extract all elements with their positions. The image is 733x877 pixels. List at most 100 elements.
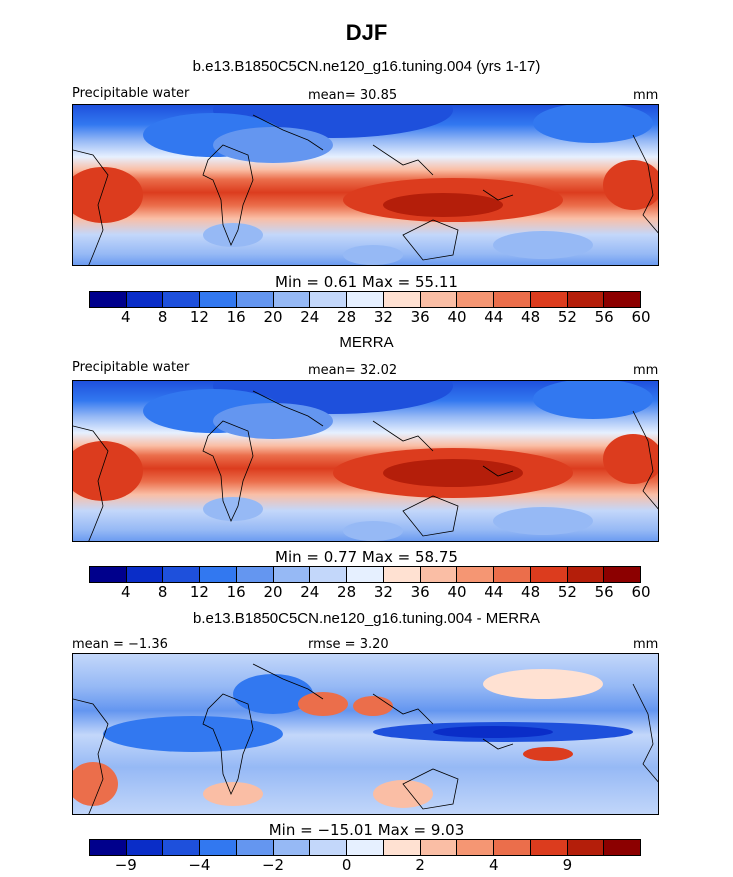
panel3-mean-label: mean = −1.36 bbox=[72, 637, 168, 652]
panel2-minmax: Min = 0.77 Max = 58.75 bbox=[275, 548, 458, 566]
panel2-variable-label: Precipitable water bbox=[72, 360, 190, 375]
colorbar-tick-label: 48 bbox=[521, 308, 541, 326]
colorbar-tick-label: 4 bbox=[489, 856, 499, 874]
colorbar-swatch bbox=[236, 840, 274, 855]
colorbar-swatch bbox=[90, 292, 127, 307]
colorbar-swatch bbox=[494, 840, 531, 855]
colorbar-tick-label: 60 bbox=[631, 308, 651, 326]
colorbar-tick-label: 36 bbox=[410, 308, 430, 326]
colorbar-swatch bbox=[420, 567, 458, 582]
colorbar-swatch bbox=[126, 840, 164, 855]
colorbar-tick-label: 28 bbox=[337, 308, 357, 326]
panel2-title: MERRA bbox=[339, 334, 394, 351]
colorbar-swatch bbox=[126, 567, 164, 582]
colorbar-swatch bbox=[310, 292, 348, 307]
colorbar-tick-label: 40 bbox=[447, 308, 467, 326]
colorbar-swatch bbox=[567, 567, 605, 582]
colorbar-swatch bbox=[494, 567, 531, 582]
colorbar-swatch bbox=[90, 567, 127, 582]
colorbar-tick-label: 24 bbox=[300, 583, 320, 601]
colorbar-swatch bbox=[273, 567, 311, 582]
colorbar-swatch bbox=[163, 840, 201, 855]
colorbar-swatch bbox=[530, 840, 568, 855]
panel2-map-svg bbox=[73, 381, 658, 541]
colorbar-swatch bbox=[273, 840, 311, 855]
colorbar-tick-label: 48 bbox=[521, 583, 541, 601]
colorbar-tick-label: 16 bbox=[226, 308, 246, 326]
colorbar-tick-label: −4 bbox=[188, 856, 211, 874]
colorbar-swatch bbox=[604, 840, 641, 855]
colorbar-swatch bbox=[494, 292, 531, 307]
colorbar-tick-label: 44 bbox=[484, 308, 504, 326]
panel1-title: b.e13.B1850C5CN.ne120_g16.tuning.004 (yr… bbox=[192, 58, 541, 75]
colorbar-swatch bbox=[273, 292, 311, 307]
panel3-units-label: mm bbox=[633, 637, 659, 652]
colorbar-swatch bbox=[420, 292, 458, 307]
colorbar-tick-label: 52 bbox=[557, 583, 577, 601]
colorbar-tick-label: −9 bbox=[114, 856, 137, 874]
colorbar-tick-label: 28 bbox=[337, 583, 357, 601]
colorbar-tick-label: −2 bbox=[261, 856, 285, 874]
panel2-colorbar bbox=[89, 566, 641, 583]
colorbar-swatch bbox=[383, 292, 421, 307]
colorbar-tick-label: 32 bbox=[373, 583, 393, 601]
colorbar-swatch bbox=[347, 840, 384, 855]
colorbar-swatch bbox=[567, 292, 605, 307]
panel3-colorbar-labels: −9 −4 −2 0 2 4 9 bbox=[89, 856, 641, 874]
colorbar-swatch bbox=[347, 567, 384, 582]
panel2-colorbar-labels: 4 8 12 16 20 24 28 32 36 40 44 48 52 56 60 bbox=[89, 583, 651, 601]
colorbar-tick-label: 56 bbox=[594, 583, 614, 601]
colorbar-swatch bbox=[236, 567, 274, 582]
colorbar-tick-label: 36 bbox=[410, 583, 430, 601]
panel1-colorbar bbox=[89, 291, 641, 308]
panel3-colorbar bbox=[89, 839, 641, 856]
colorbar-tick-label: 20 bbox=[263, 308, 283, 326]
colorbar-swatch bbox=[347, 292, 384, 307]
colorbar-tick-label: 52 bbox=[557, 308, 577, 326]
colorbar-tick-label: 20 bbox=[263, 583, 283, 601]
colorbar-tick-label: 32 bbox=[373, 308, 393, 326]
colorbar-swatch bbox=[457, 567, 495, 582]
panel3-minmax: Min = −15.01 Max = 9.03 bbox=[268, 821, 465, 839]
figure-title: DJF bbox=[345, 20, 388, 45]
colorbar-swatch bbox=[530, 567, 568, 582]
colorbar-swatch bbox=[163, 292, 201, 307]
colorbar-tick-label: 24 bbox=[300, 308, 320, 326]
colorbar-tick-label: 56 bbox=[594, 308, 614, 326]
panel2-map bbox=[72, 380, 659, 542]
colorbar-tick-label: 4 bbox=[121, 583, 131, 601]
panel3-title: b.e13.B1850C5CN.ne120_g16.tuning.004 - M… bbox=[193, 610, 540, 627]
colorbar-swatch bbox=[567, 840, 605, 855]
colorbar-swatch bbox=[604, 292, 641, 307]
panel1-map-svg bbox=[73, 105, 658, 265]
colorbar-tick-label: 12 bbox=[189, 308, 209, 326]
colorbar-tick-label: 16 bbox=[226, 583, 246, 601]
colorbar-tick-label: 0 bbox=[341, 856, 352, 874]
colorbar-tick-label: 8 bbox=[157, 583, 168, 601]
panel3-map bbox=[72, 653, 659, 815]
colorbar-tick-label: 4 bbox=[121, 308, 131, 326]
colorbar-swatch bbox=[126, 292, 164, 307]
panel3-map-svg bbox=[73, 654, 658, 814]
colorbar-tick-label: 40 bbox=[447, 583, 467, 601]
colorbar-swatch bbox=[457, 840, 495, 855]
panel2-units-label: mm bbox=[633, 363, 659, 378]
colorbar-swatch bbox=[530, 292, 568, 307]
colorbar-tick-label: 8 bbox=[157, 308, 168, 326]
panel1-minmax: Min = 0.61 Max = 55.11 bbox=[275, 273, 458, 291]
colorbar-swatch bbox=[310, 567, 348, 582]
colorbar-swatch bbox=[457, 292, 495, 307]
colorbar-tick-label: 44 bbox=[484, 583, 504, 601]
colorbar-tick-label: 2 bbox=[415, 856, 425, 874]
colorbar-tick-label: 60 bbox=[631, 583, 651, 601]
panel1-units-label: mm bbox=[633, 88, 659, 103]
colorbar-swatch bbox=[200, 840, 237, 855]
colorbar-swatch bbox=[604, 567, 641, 582]
colorbar-tick-label: 9 bbox=[562, 856, 573, 874]
colorbar-swatch bbox=[90, 840, 127, 855]
colorbar-swatch bbox=[310, 840, 348, 855]
panel1-variable-label: Precipitable water bbox=[72, 86, 190, 101]
colorbar-swatch bbox=[420, 840, 458, 855]
panel3-rmse-label: rmse = 3.20 bbox=[308, 637, 389, 652]
colorbar-tick-label: 12 bbox=[189, 583, 209, 601]
